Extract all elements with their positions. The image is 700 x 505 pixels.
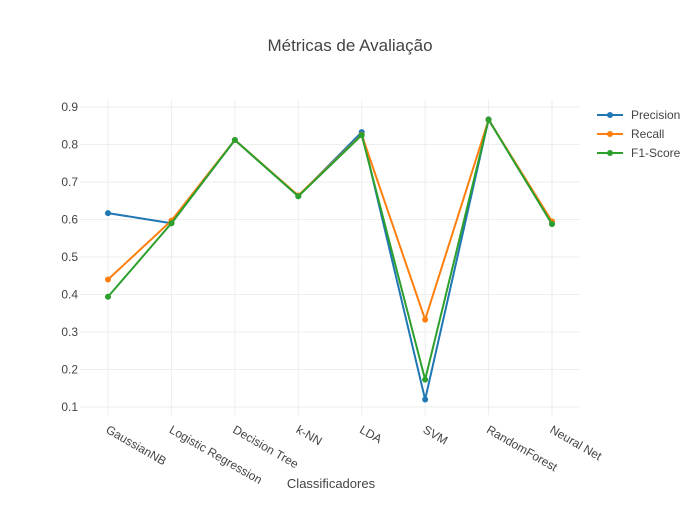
series-lines xyxy=(105,116,555,403)
y-tick-label: 0.5 xyxy=(61,250,78,264)
legend-item: Precision xyxy=(597,108,680,122)
data-point xyxy=(422,316,429,323)
data-point xyxy=(549,221,555,227)
legend-label: Precision xyxy=(631,108,680,122)
y-tick-label: 0.2 xyxy=(61,363,78,377)
data-point xyxy=(422,396,429,403)
data-point xyxy=(105,276,111,283)
data-point xyxy=(105,210,111,217)
x-tick-label: SVM xyxy=(421,422,451,447)
y-tick-label: 0.1 xyxy=(61,400,78,414)
data-point xyxy=(485,116,492,123)
y-axis-ticks: 0.1 0.2 0.3 0.4 0.5 0.6 0.7 0.8 0.9 xyxy=(61,100,78,414)
legend: Precision Recall F1-Score xyxy=(597,108,681,160)
y-tick-label: 0.4 xyxy=(61,288,78,302)
legend-label: F1-Score xyxy=(631,146,681,160)
grid xyxy=(80,100,580,415)
y-tick-label: 0.8 xyxy=(61,138,78,152)
series-f1-score xyxy=(105,116,555,383)
x-tick-label: Neural Net xyxy=(548,422,605,463)
y-tick-label: 0.3 xyxy=(61,325,78,339)
y-tick-label: 0.9 xyxy=(61,100,78,114)
legend-item: F1-Score xyxy=(597,146,681,160)
chart-title: Métricas de Avaliação xyxy=(267,36,432,55)
legend-label: Recall xyxy=(631,127,664,141)
data-point xyxy=(422,376,429,383)
y-tick-label: 0.6 xyxy=(61,213,78,227)
y-tick-label: 0.7 xyxy=(61,175,78,189)
data-point xyxy=(231,137,238,143)
x-tick-label: k-NN xyxy=(294,422,325,448)
data-point xyxy=(295,193,302,200)
legend-item: Recall xyxy=(597,127,664,141)
x-axis-title: Classificadores xyxy=(287,476,376,491)
legend-marker xyxy=(607,131,613,137)
data-point xyxy=(168,220,175,227)
data-point xyxy=(105,293,111,300)
legend-marker xyxy=(607,112,613,118)
series-precision xyxy=(105,116,555,403)
series-line xyxy=(107,116,553,400)
x-tick-label: GaussianNB xyxy=(104,422,169,468)
x-tick-label: LDA xyxy=(357,422,384,446)
legend-marker xyxy=(607,150,613,156)
series-line xyxy=(107,117,553,380)
data-point xyxy=(358,132,365,139)
